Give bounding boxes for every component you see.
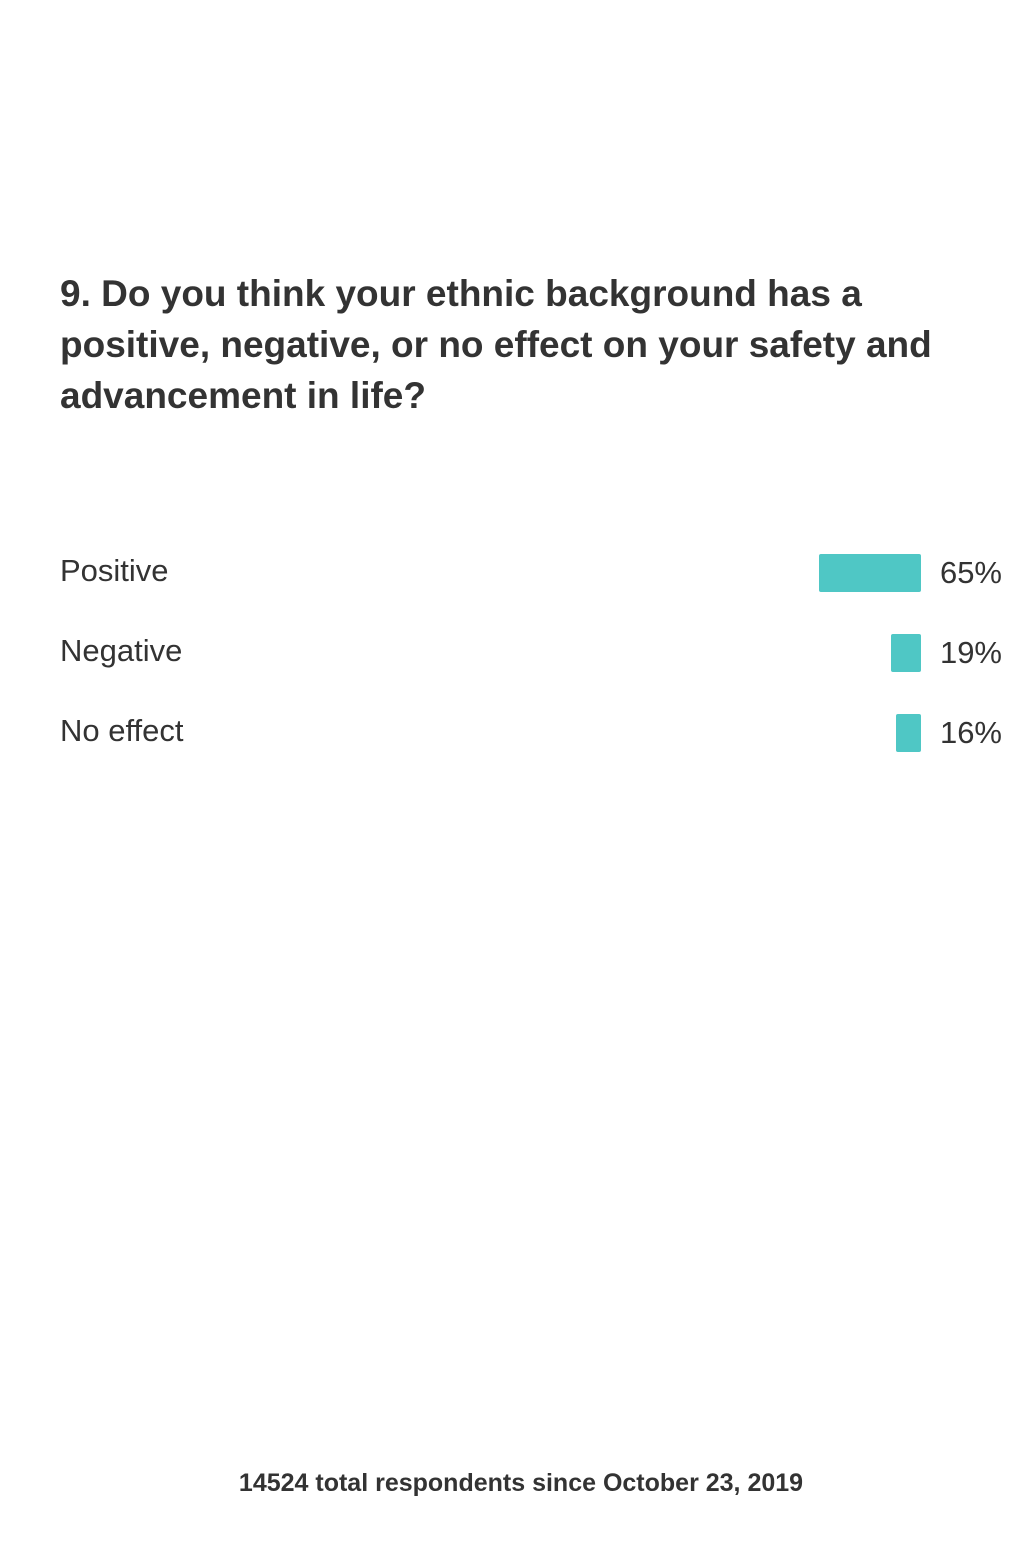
value-label: 65% bbox=[939, 555, 1002, 590]
respondents-footer: 14524 total respondents since October 23… bbox=[238, 1469, 804, 1497]
value-label: 19% bbox=[939, 635, 1002, 670]
bar-positive bbox=[819, 554, 921, 592]
category-label: No effect bbox=[60, 713, 184, 748]
category-label: Positive bbox=[60, 553, 169, 588]
value-label: 16% bbox=[939, 715, 1002, 750]
category-label: Negative bbox=[60, 633, 183, 668]
bar-row: Negative 19% bbox=[60, 632, 1002, 672]
bar-negative bbox=[891, 634, 921, 672]
bar-no-effect bbox=[896, 714, 921, 752]
chart-title: 9. Do you think your ethnic background h… bbox=[60, 273, 932, 416]
bar-row: Positive 65% bbox=[60, 552, 1002, 592]
bar-row: No effect 16% bbox=[60, 712, 1002, 752]
bar-chart: Positive 65% Negative 19% No effect 16% bbox=[60, 552, 1002, 792]
